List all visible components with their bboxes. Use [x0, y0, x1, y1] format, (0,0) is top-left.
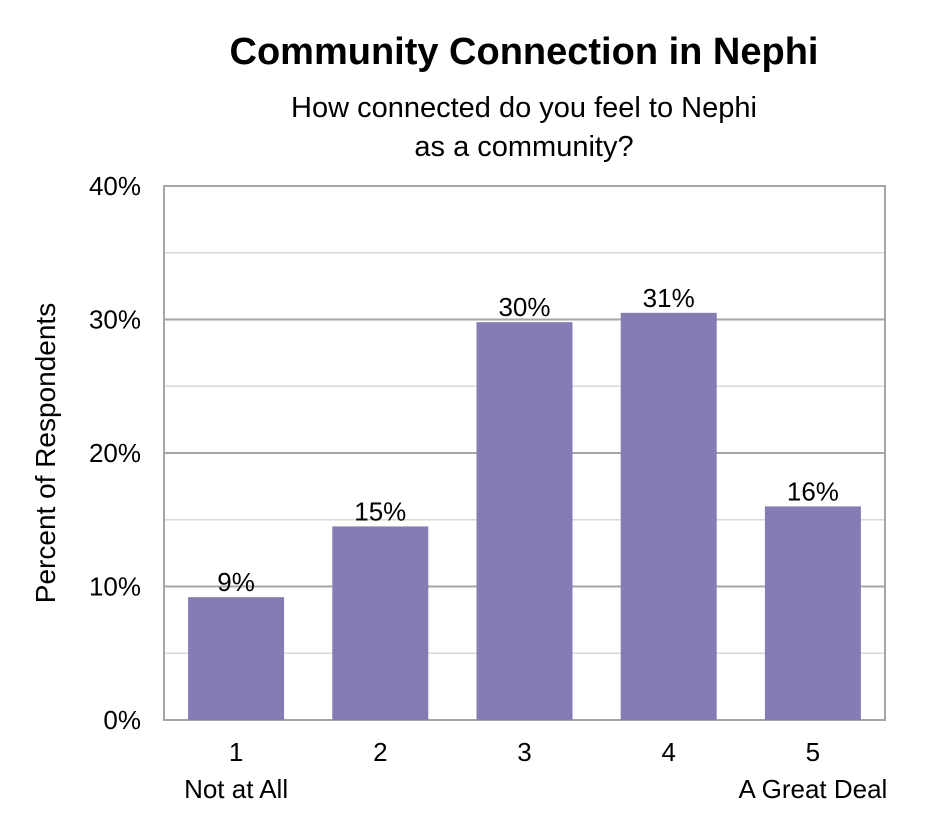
data-label: 30%	[498, 292, 550, 322]
data-label: 31%	[643, 283, 695, 313]
y-tick-label: 10%	[89, 572, 141, 602]
x-tick-sublabel: A Great Deal	[738, 774, 887, 804]
x-tick-label: 3	[517, 737, 531, 767]
x-tick-labels: 1 Not at All 2 3 4 5 A Great Deal	[184, 737, 887, 804]
y-axis-title: Percent of Respondents	[30, 303, 61, 603]
bar-4	[620, 312, 717, 720]
y-tick-label: 0%	[103, 705, 141, 735]
chart-title: Community Connection in Nephi	[230, 31, 819, 73]
bars	[188, 312, 861, 720]
bar-5	[764, 506, 861, 720]
x-tick-label: 2	[373, 737, 387, 767]
chart-subtitle-line-2: as a community?	[414, 131, 633, 163]
data-label: 16%	[787, 476, 839, 506]
x-tick-sublabel: Not at All	[184, 774, 288, 804]
y-tick-label: 20%	[89, 438, 141, 468]
y-tick-labels: 0% 10% 20% 30% 40%	[89, 171, 141, 735]
x-tick-label: 4	[661, 737, 675, 767]
data-label: 15%	[354, 496, 406, 526]
bar-3	[476, 322, 573, 720]
data-label: 9%	[217, 567, 255, 597]
y-tick-label: 40%	[89, 171, 141, 201]
x-tick-label: 5	[806, 737, 820, 767]
x-tick-label: 1	[229, 737, 243, 767]
bar-1	[188, 597, 285, 720]
chart-subtitle-line-1: How connected do you feel to Nephi	[291, 92, 757, 124]
y-tick-label: 30%	[89, 305, 141, 335]
bar-2	[332, 526, 429, 720]
data-labels: 9% 15% 30% 31% 16%	[217, 283, 839, 597]
